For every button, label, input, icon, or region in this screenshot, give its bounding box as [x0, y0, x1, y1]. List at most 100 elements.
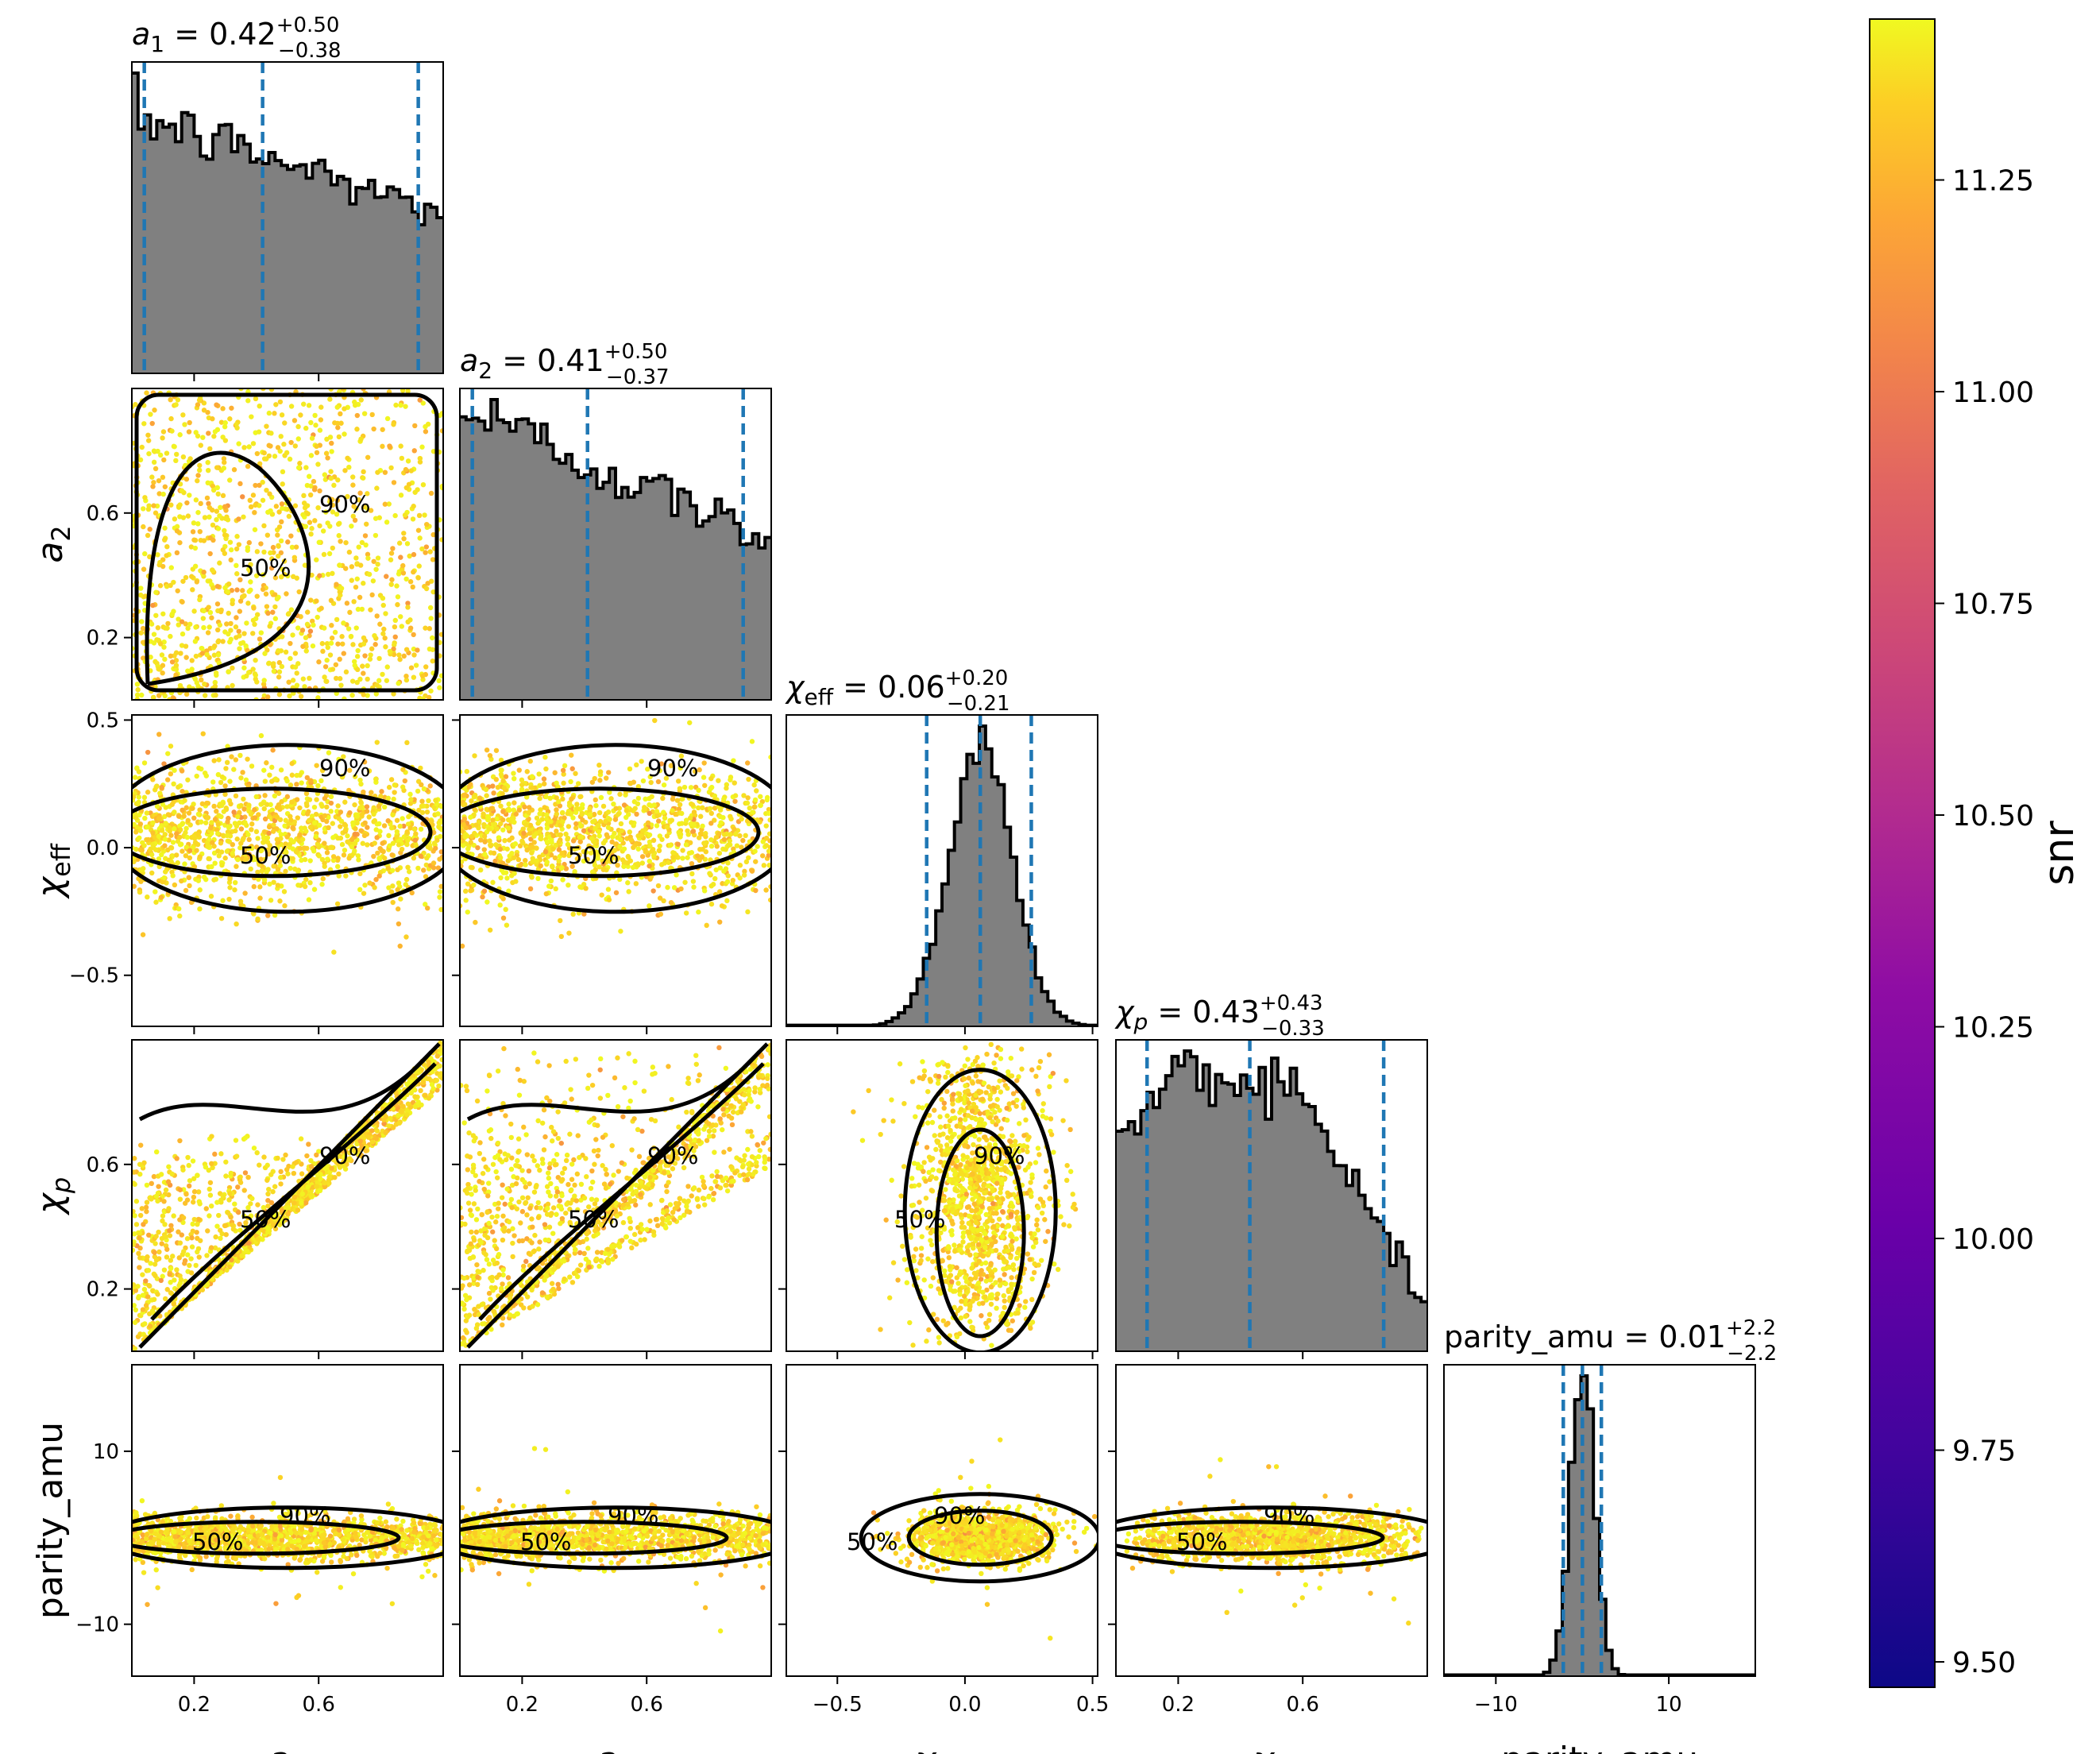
scatter-point: [325, 644, 330, 651]
scatter-point: [242, 814, 248, 820]
scatter-point: [511, 819, 517, 825]
scatter-point: [228, 620, 234, 627]
scatter-point: [148, 655, 153, 660]
hist-title-chi_eff: χeff = 0.06+0.20 −0.21: [785, 666, 1010, 716]
scatter-point: [240, 588, 245, 593]
scatter-point: [149, 474, 155, 480]
scatter-point: [277, 806, 283, 812]
scatter-point: [695, 853, 701, 859]
scatter-point: [678, 753, 685, 759]
scatter-point: [248, 562, 253, 567]
scatter-point: [437, 856, 442, 862]
scatter-point: [520, 826, 526, 832]
scatter-point: [763, 843, 770, 848]
scatter-point: [739, 844, 744, 850]
scatter-point: [500, 860, 506, 866]
contours-a1-a2: [134, 392, 439, 693]
scatter-point: [228, 1214, 234, 1220]
scatter-point: [376, 803, 382, 809]
scatter-point: [206, 431, 211, 436]
scatter-point: [204, 651, 210, 658]
scatter-point: [187, 621, 193, 627]
scatter-point: [300, 676, 307, 682]
scatter-point: [316, 539, 322, 545]
scatter-point: [223, 1173, 229, 1179]
scatter-point: [212, 643, 218, 649]
scatter-point: [236, 542, 242, 547]
scatter-point: [167, 916, 172, 921]
scatter-point: [329, 440, 334, 446]
scatter-point: [685, 855, 690, 860]
scatter-point: [315, 504, 321, 511]
scatter-point: [193, 653, 199, 659]
hist-bars-chi_eff: [786, 726, 1098, 1026]
scatter-point: [618, 821, 624, 827]
scatter-point: [310, 1176, 315, 1182]
scatter-point: [312, 412, 318, 419]
scatter-point: [558, 918, 563, 924]
scatter-point: [701, 775, 707, 780]
scatter-point: [365, 491, 370, 496]
scatter-point: [397, 943, 403, 949]
scatter-point: [230, 851, 235, 856]
scatter-point: [619, 828, 624, 834]
scatter-point: [139, 1206, 145, 1211]
scatter-point: [559, 826, 565, 832]
scatter-point: [157, 790, 163, 796]
scatter-point: [542, 805, 547, 810]
scatter-point: [166, 1164, 172, 1169]
scatter-point: [151, 632, 157, 637]
scatter-point: [143, 1278, 149, 1284]
scatter-point: [253, 482, 258, 489]
scatter-point: [210, 416, 215, 422]
scatter-point: [145, 790, 151, 795]
scatter-point: [180, 578, 186, 584]
scatter-point: [430, 1086, 436, 1091]
scatter-point: [430, 589, 436, 595]
scatter-point: [565, 810, 571, 817]
scatter-point: [365, 825, 370, 830]
scatter-point: [197, 462, 203, 469]
scatter-point: [151, 1296, 157, 1302]
scatter-point: [349, 578, 354, 583]
scatter-point: [395, 887, 400, 893]
scatter-point: [317, 523, 322, 529]
scatter-point: [235, 856, 241, 863]
scatter-point: [376, 655, 382, 662]
scatter-point: [252, 509, 257, 516]
scatter-point: [246, 589, 252, 594]
scatter-point: [140, 1292, 146, 1298]
scatter-point: [421, 867, 427, 873]
scatter-point: [519, 838, 525, 844]
scatter-point: [180, 1167, 186, 1173]
scatter-point: [142, 1321, 148, 1327]
scatter-point: [290, 825, 295, 831]
scatter-point: [503, 906, 508, 913]
scatter-point: [215, 627, 221, 633]
scatter-point: [228, 557, 234, 563]
scatter-point: [174, 1267, 180, 1273]
scatter-point: [639, 854, 646, 860]
scatter-point: [728, 775, 734, 780]
scatter-point: [338, 539, 343, 544]
scatter-point: [218, 840, 224, 846]
scatter-point: [254, 549, 261, 554]
scatter-point: [543, 816, 550, 822]
scatter-point: [386, 1123, 392, 1129]
scatter-point: [156, 833, 162, 839]
scatter-point: [531, 840, 537, 845]
scatter-point: [343, 539, 349, 546]
scatter-point: [176, 622, 182, 628]
scatter-point: [409, 890, 415, 896]
scatter-point: [288, 782, 294, 788]
scatter-point: [307, 879, 313, 886]
scatter-point: [577, 884, 583, 890]
scatter-point: [615, 862, 620, 868]
scatter-point: [223, 1159, 229, 1165]
scatter-point: [294, 772, 299, 778]
scatter-point: [427, 549, 433, 554]
scatter-point: [336, 1171, 342, 1177]
scatter-point: [285, 611, 291, 617]
scatter-panel-a1-chi_eff: 50%90%: [124, 714, 444, 1034]
